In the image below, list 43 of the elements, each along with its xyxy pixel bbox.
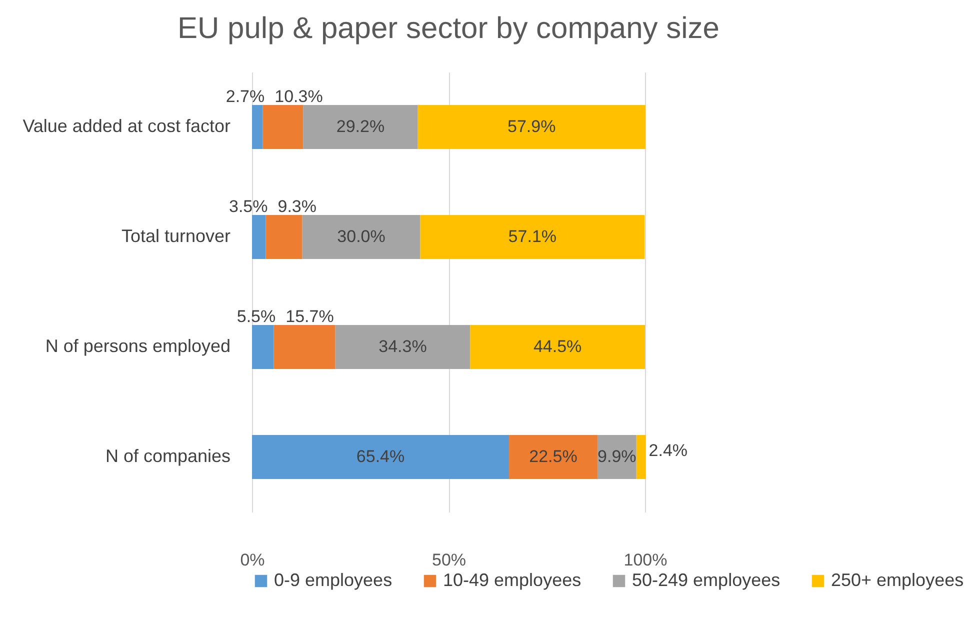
data-label: 9.9%: [598, 447, 636, 466]
legend-label: 10-49 employees: [443, 570, 582, 590]
data-label: 29.2%: [336, 117, 385, 136]
data-label: 5.5%: [236, 307, 276, 326]
data-label: 10.3%: [274, 87, 323, 106]
data-label: 3.5%: [229, 197, 268, 216]
bar: [252, 215, 266, 259]
bar: [252, 105, 263, 149]
chart-title: EU pulp & paper sector by company size: [178, 12, 720, 45]
x-tick-label: 100%: [624, 550, 668, 570]
bar: [252, 325, 274, 369]
bar: [470, 325, 645, 369]
bar: [335, 325, 470, 369]
data-label: 44.5%: [533, 337, 582, 356]
x-tick-label: 50%: [432, 550, 466, 570]
data-label: 30.0%: [337, 227, 386, 246]
bar: [420, 215, 645, 259]
bar: [636, 435, 646, 479]
data-label: 2.4%: [648, 441, 688, 460]
data-label: 34.3%: [378, 337, 427, 356]
data-label: 15.7%: [286, 307, 334, 326]
bar: [303, 105, 418, 149]
data-label: 9.3%: [278, 197, 317, 216]
bar: [418, 105, 646, 149]
y-tick-label: N of persons employed: [45, 336, 230, 356]
x-tick-label: 0%: [240, 550, 265, 570]
bar: [274, 325, 336, 369]
bar: [262, 105, 304, 149]
legend-label: 0-9 employees: [274, 570, 392, 590]
data-label: 57.1%: [508, 227, 557, 246]
y-tick-label: N of companies: [105, 446, 230, 466]
legend-label: 50-249 employees: [632, 570, 780, 590]
y-tick-label: Total turnover: [121, 226, 230, 246]
bar: [509, 435, 598, 479]
bar: [252, 435, 510, 479]
data-label: 65.4%: [356, 447, 405, 466]
data-label: 22.5%: [529, 447, 578, 466]
bar: [266, 215, 302, 259]
data-label: 2.7%: [226, 87, 265, 106]
legend-label: 250+ employees: [831, 570, 964, 590]
bar: [302, 215, 420, 259]
y-tick-label: Value added at cost factor: [22, 116, 230, 136]
data-label: 57.9%: [508, 117, 556, 136]
